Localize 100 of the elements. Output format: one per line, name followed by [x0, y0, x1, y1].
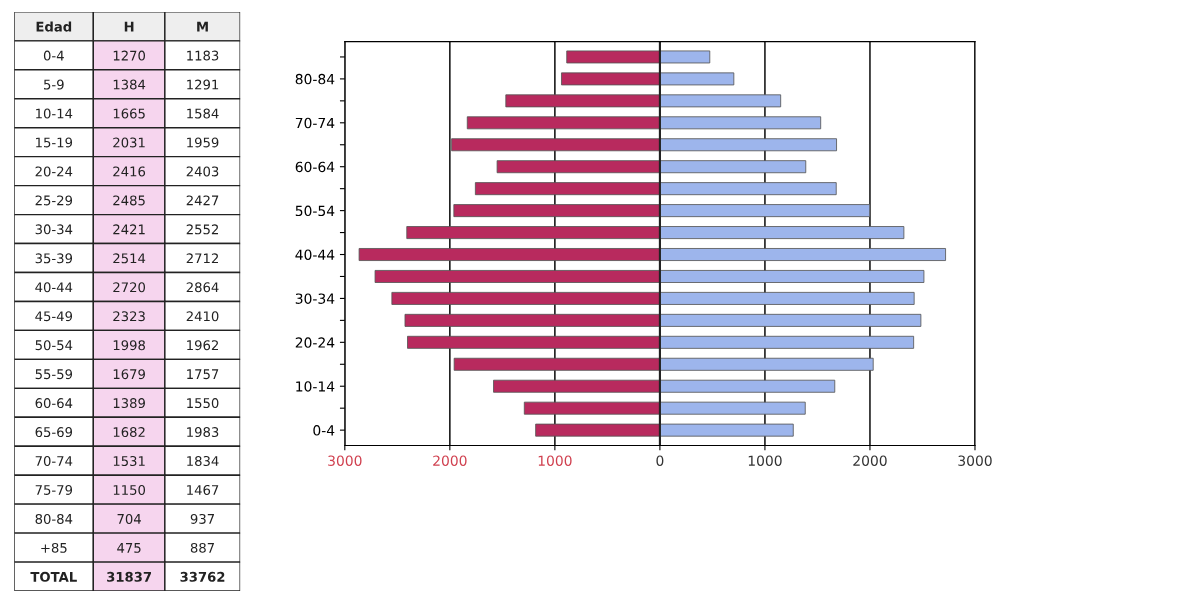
bar — [466, 116, 661, 130]
bar — [659, 335, 915, 349]
text: 1679 — [113, 369, 145, 380]
text: 45-49 — [35, 311, 73, 322]
text: 2410 — [186, 311, 219, 322]
bar — [659, 357, 874, 371]
bar — [523, 401, 661, 415]
text: 1550 — [187, 398, 219, 409]
text: 2427 — [186, 195, 219, 206]
bar — [659, 204, 871, 218]
text: 40-44 — [35, 282, 73, 293]
y-tick-label: 60-64 — [295, 161, 335, 173]
x-tick-label: 1000 — [538, 455, 572, 466]
text: 2514 — [113, 253, 146, 264]
text: 1757 — [187, 369, 219, 380]
text: 5-9 — [44, 79, 64, 90]
text: 31837 — [107, 571, 152, 582]
text: 25-29 — [35, 195, 73, 206]
bar — [474, 182, 661, 196]
text: 887 — [190, 542, 214, 553]
bar — [496, 160, 661, 174]
text: 2864 — [186, 282, 219, 293]
text: 1270 — [113, 50, 146, 61]
text: 1665 — [113, 108, 145, 119]
bar — [659, 116, 822, 130]
text: 1467 — [187, 484, 219, 495]
y-tick-label: 20-24 — [295, 337, 335, 348]
text: 55-59 — [35, 369, 73, 380]
x-tick-label: 2000 — [433, 455, 467, 466]
text: H — [124, 21, 134, 32]
text: 475 — [117, 543, 141, 553]
bar — [561, 72, 661, 86]
bar — [659, 50, 711, 64]
text: 1183 — [187, 50, 219, 61]
text: 2720 — [113, 282, 146, 293]
text: 0-4 — [43, 50, 64, 61]
x-tick-label: 2000 — [853, 455, 887, 466]
text: 75-79 — [35, 484, 73, 495]
text: 704 — [117, 513, 141, 524]
text: 2421 — [113, 224, 145, 235]
text: 1291 — [187, 79, 219, 90]
text: 30-34 — [35, 224, 73, 235]
text: 1959 — [187, 137, 219, 148]
bar — [374, 270, 661, 283]
text: 60-64 — [35, 398, 73, 409]
y-tick-label: 10-14 — [296, 381, 335, 392]
bar — [451, 138, 661, 152]
text: 1998 — [113, 340, 145, 351]
text: 1389 — [113, 398, 145, 409]
x-tick-label: 3000 — [958, 455, 992, 466]
y-tick-label: 40-44 — [295, 249, 335, 260]
bar — [659, 270, 925, 283]
x-tick-label: 1000 — [748, 455, 782, 466]
text: 50-54 — [35, 340, 73, 351]
text: 65-69 — [35, 427, 73, 438]
text: 2485 — [113, 195, 145, 206]
text: 1384 — [113, 79, 146, 90]
bar — [407, 335, 661, 349]
bar — [566, 50, 661, 64]
bar — [358, 248, 661, 261]
text: 2552 — [186, 224, 218, 235]
text: 2031 — [113, 137, 145, 148]
bar — [535, 423, 661, 437]
text: 1983 — [187, 427, 219, 438]
text: 33762 — [180, 571, 225, 582]
text: 1682 — [113, 427, 145, 438]
text: 2416 — [113, 166, 146, 177]
bar — [659, 138, 837, 152]
bar — [493, 379, 661, 393]
bar — [659, 248, 946, 261]
y-tick-label: 50-54 — [295, 205, 335, 217]
y-tick-label: 70-74 — [295, 117, 335, 129]
text: 10-14 — [36, 108, 73, 119]
text: TOTAL — [30, 571, 77, 582]
text: 15-19 — [36, 137, 73, 148]
bar — [659, 313, 922, 327]
text: 80-84 — [35, 513, 73, 524]
bar — [659, 94, 782, 108]
bar — [659, 72, 735, 86]
bar — [453, 204, 661, 218]
bar — [505, 94, 661, 108]
text: +85 — [41, 542, 67, 553]
y-tick-label: 0-4 — [313, 425, 335, 436]
text: 2712 — [186, 253, 218, 264]
bar — [659, 401, 806, 415]
x-tick-label: 3000 — [328, 455, 362, 466]
text: 20-24 — [35, 166, 73, 177]
y-tick-label: 30-34 — [295, 293, 335, 304]
bar — [453, 357, 661, 371]
bar — [404, 313, 661, 327]
bar — [659, 291, 915, 305]
text: Edad — [36, 21, 72, 32]
text: 70-74 — [35, 456, 73, 466]
text: 35-39 — [35, 253, 73, 264]
bar — [406, 226, 661, 240]
x-tick-label: 0 — [656, 455, 664, 466]
text: 1531 — [113, 456, 145, 466]
text: 1962 — [187, 340, 218, 351]
y-tick-label: 80-84 — [295, 73, 335, 85]
text: 2323 — [113, 311, 145, 322]
